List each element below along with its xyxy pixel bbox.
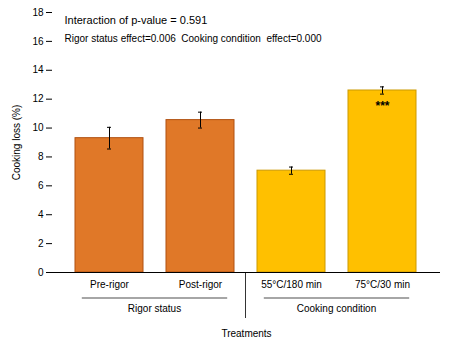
svg-text:16: 16 [32, 36, 44, 47]
svg-text:4: 4 [38, 209, 44, 220]
svg-text:Cooking loss (%): Cooking loss (%) [11, 105, 22, 181]
svg-text:14: 14 [32, 64, 44, 75]
svg-text:Cooking condition: Cooking condition [297, 303, 377, 314]
svg-text:18: 18 [32, 7, 44, 18]
svg-text:8: 8 [38, 151, 44, 162]
svg-text:10: 10 [32, 122, 44, 133]
svg-text:***: *** [375, 99, 389, 113]
svg-text:Post-rigor: Post-rigor [179, 279, 223, 290]
svg-text:12: 12 [32, 93, 44, 104]
svg-text:75°C/30 min: 75°C/30 min [355, 279, 410, 290]
svg-text:6: 6 [38, 180, 44, 191]
svg-text:Rigor status: Rigor status [128, 303, 181, 314]
svg-text:Pre-rigor: Pre-rigor [90, 279, 130, 290]
svg-text:55°C/180 min: 55°C/180 min [261, 279, 322, 290]
svg-text:2: 2 [38, 238, 44, 249]
svg-text:Treatments: Treatments [221, 328, 271, 339]
svg-text:Interaction of p-value = 0.591: Interaction of p-value = 0.591 [65, 14, 208, 26]
svg-text:0: 0 [38, 267, 44, 278]
svg-text:Rigor status effect=0.006 Coo: Rigor status effect=0.006 Cooking condit… [65, 33, 322, 44]
